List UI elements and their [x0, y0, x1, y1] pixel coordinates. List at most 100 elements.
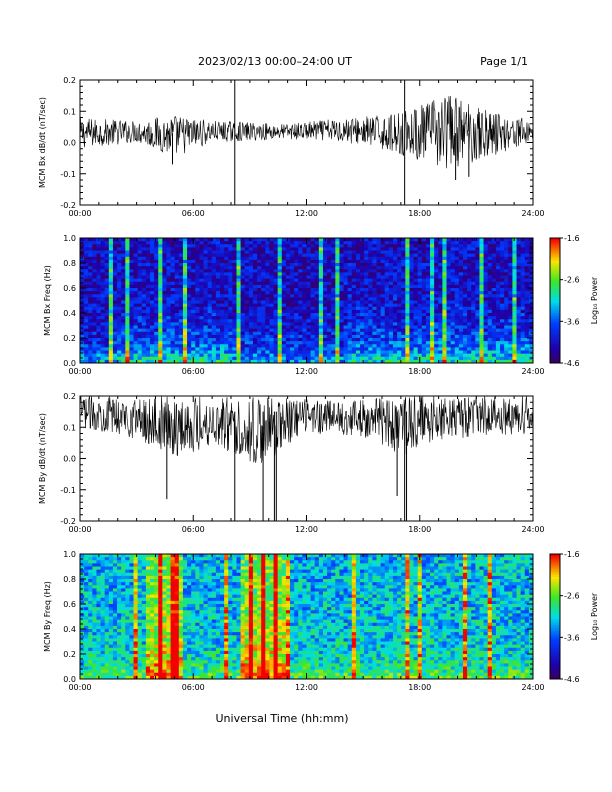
heatmap-cell [495, 288, 501, 292]
heatmap-cell [351, 319, 357, 323]
heatmap-cell [331, 353, 336, 358]
heatmap-cell [166, 241, 171, 245]
heatmap-cell [108, 350, 114, 355]
heatmap-cell [112, 272, 118, 276]
heatmap-cell [471, 244, 476, 248]
heatmap-cell [285, 256, 291, 261]
heatmap-cell [182, 359, 188, 364]
heatmap-cell [413, 259, 419, 264]
heatmap-cell [413, 238, 419, 242]
heatmap-cell [228, 275, 233, 280]
heatmap-cell [397, 275, 402, 280]
heatmap-cell [364, 331, 369, 336]
heatmap-cell [302, 269, 307, 273]
heatmap-cell [281, 269, 287, 273]
heatmap-cell [133, 259, 139, 264]
heatmap-cell [232, 241, 237, 245]
heatmap-cell [96, 278, 101, 283]
heatmap-cell [84, 253, 89, 258]
heatmap-cell [92, 347, 97, 351]
heatmap-cell [446, 263, 452, 267]
heatmap-cell [409, 247, 414, 251]
heatmap-cell [207, 284, 213, 289]
heatmap-cell [376, 347, 382, 351]
heatmap-cell [281, 238, 287, 242]
heatmap-cell [224, 341, 229, 345]
heatmap-cell [265, 238, 270, 242]
heatmap-cell [84, 579, 89, 583]
heatmap-cell [240, 353, 246, 358]
heatmap-cell [298, 313, 303, 317]
y-tick-label: 0.4 [63, 309, 76, 318]
heatmap-cell [372, 238, 377, 242]
heatmap-cell [471, 284, 476, 289]
heatmap-cell [162, 263, 167, 267]
heatmap-cell [170, 278, 176, 283]
heatmap-cell [462, 316, 468, 320]
heatmap-cell [182, 259, 188, 264]
heatmap-cell [425, 256, 431, 261]
heatmap-cell [273, 275, 279, 280]
heatmap-cell [265, 338, 270, 342]
heatmap-cell [442, 291, 447, 295]
heatmap-cell [220, 319, 225, 323]
heatmap-cell [384, 284, 390, 289]
heatmap-cell [355, 309, 361, 314]
heatmap-cell [524, 322, 530, 326]
heatmap-cell [207, 347, 213, 351]
heatmap-cell [322, 356, 328, 361]
heatmap-cell [500, 331, 505, 336]
heatmap-cell [145, 275, 151, 280]
heatmap-cell [203, 275, 209, 280]
heatmap-cell [335, 266, 340, 270]
heatmap-cell [166, 359, 171, 364]
heatmap-cell [96, 566, 101, 571]
heatmap-cell [462, 338, 468, 342]
heatmap-cell [290, 294, 295, 298]
heatmap-cell [479, 353, 484, 358]
heatmap-cell [504, 309, 509, 314]
heatmap-cell [471, 328, 476, 333]
heatmap-cell [512, 359, 517, 364]
heatmap-cell [121, 244, 126, 248]
heatmap-cell [409, 281, 414, 286]
heatmap-cell [442, 238, 447, 242]
heatmap-cell [117, 344, 122, 348]
heatmap-cell [343, 359, 349, 364]
heatmap-cell [248, 266, 254, 270]
heatmap-cell [273, 309, 279, 314]
heatmap-cell [290, 250, 295, 255]
heatmap-cell [335, 313, 340, 317]
heatmap-cell [203, 347, 209, 351]
heatmap-cell [388, 253, 394, 258]
heatmap-cell [137, 297, 143, 301]
heatmap-cell [96, 572, 101, 577]
heatmap-cell [327, 350, 332, 355]
heatmap-cell [475, 341, 480, 345]
heatmap-cell [310, 359, 316, 364]
heatmap-cell [100, 238, 106, 242]
heatmap-cell [417, 278, 423, 283]
heatmap-cell [327, 284, 332, 289]
heatmap-cell [413, 294, 419, 298]
heatmap-cell [372, 328, 377, 333]
heatmap-cell [88, 269, 93, 273]
heatmap-cell [232, 288, 237, 292]
heatmap-cell [170, 269, 176, 273]
heatmap-cell [425, 238, 431, 242]
heatmap-cell [182, 325, 188, 330]
heatmap-cell [355, 300, 361, 305]
heatmap-cell [84, 663, 89, 667]
heatmap-cell [479, 297, 484, 301]
heatmap-cell [430, 322, 435, 326]
heatmap-cell [322, 284, 328, 289]
heatmap-cell [150, 322, 155, 326]
heatmap-cell [495, 338, 501, 342]
heatmap-cell [290, 341, 295, 345]
heatmap-cell [236, 328, 242, 333]
heatmap-cell [277, 269, 283, 273]
heatmap-cell [343, 347, 349, 351]
heatmap-cell [351, 300, 357, 305]
heatmap-cell [294, 325, 299, 330]
heatmap-cell [224, 319, 229, 323]
